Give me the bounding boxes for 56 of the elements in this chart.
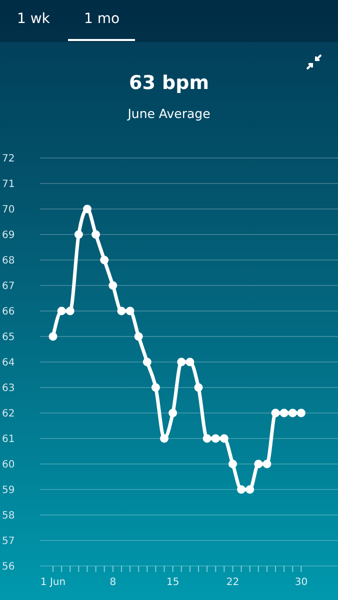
y-tick-label: 70 <box>2 204 15 216</box>
point <box>254 460 263 468</box>
y-tick-label: 68 <box>2 256 15 267</box>
y-tick-label: 56 <box>2 562 15 573</box>
point <box>117 306 126 316</box>
y-tick-label: 67 <box>2 281 15 292</box>
point <box>57 306 66 316</box>
y-tick-label: 72 <box>2 154 15 165</box>
y-tick-label: 58 <box>2 510 15 522</box>
chart-subtitle: June Average <box>126 106 212 121</box>
point <box>100 256 109 264</box>
point <box>151 383 160 392</box>
point <box>288 408 297 418</box>
y-tick-label: 64 <box>2 358 15 369</box>
x-tick-label: 30 <box>294 577 308 588</box>
point <box>211 434 220 443</box>
x-tick-label: 22 <box>226 577 240 588</box>
point <box>280 408 288 418</box>
x-tick-label: 1 Jun <box>40 577 66 588</box>
point <box>134 332 143 341</box>
point <box>160 434 169 443</box>
point <box>66 306 74 316</box>
y-tick-label: 59 <box>2 485 15 496</box>
point <box>92 230 100 239</box>
point <box>296 408 306 418</box>
point <box>228 460 237 468</box>
point <box>202 434 212 443</box>
point <box>82 204 92 214</box>
x-tick-label: 8 <box>110 577 116 588</box>
y-tick-label: 71 <box>2 179 15 190</box>
y-tick-label: 60 <box>2 460 15 471</box>
x-tick-label: 15 <box>166 577 180 588</box>
text: 1 mo <box>84 11 120 27</box>
point <box>262 460 272 468</box>
chart-title: 63 bpm <box>128 72 210 94</box>
point <box>220 434 228 443</box>
y-tick-label: 63 <box>2 383 15 394</box>
y-tick-label: 61 <box>2 434 15 446</box>
point <box>237 485 246 494</box>
point <box>48 332 58 341</box>
point <box>168 408 178 418</box>
y-tick-label: 57 <box>2 536 15 548</box>
point <box>142 358 152 366</box>
text: 1 wk <box>17 11 50 27</box>
y-tick-label: 69 <box>2 230 15 242</box>
point <box>177 358 186 366</box>
y-tick-label: 65 <box>2 332 15 344</box>
point <box>194 383 203 392</box>
point <box>108 281 118 290</box>
y-tick-label: 66 <box>2 306 15 318</box>
point <box>74 230 83 239</box>
point <box>246 485 254 494</box>
point <box>186 358 194 366</box>
y-tick-label: 62 <box>2 408 15 420</box>
point <box>271 408 280 418</box>
point <box>126 306 134 316</box>
